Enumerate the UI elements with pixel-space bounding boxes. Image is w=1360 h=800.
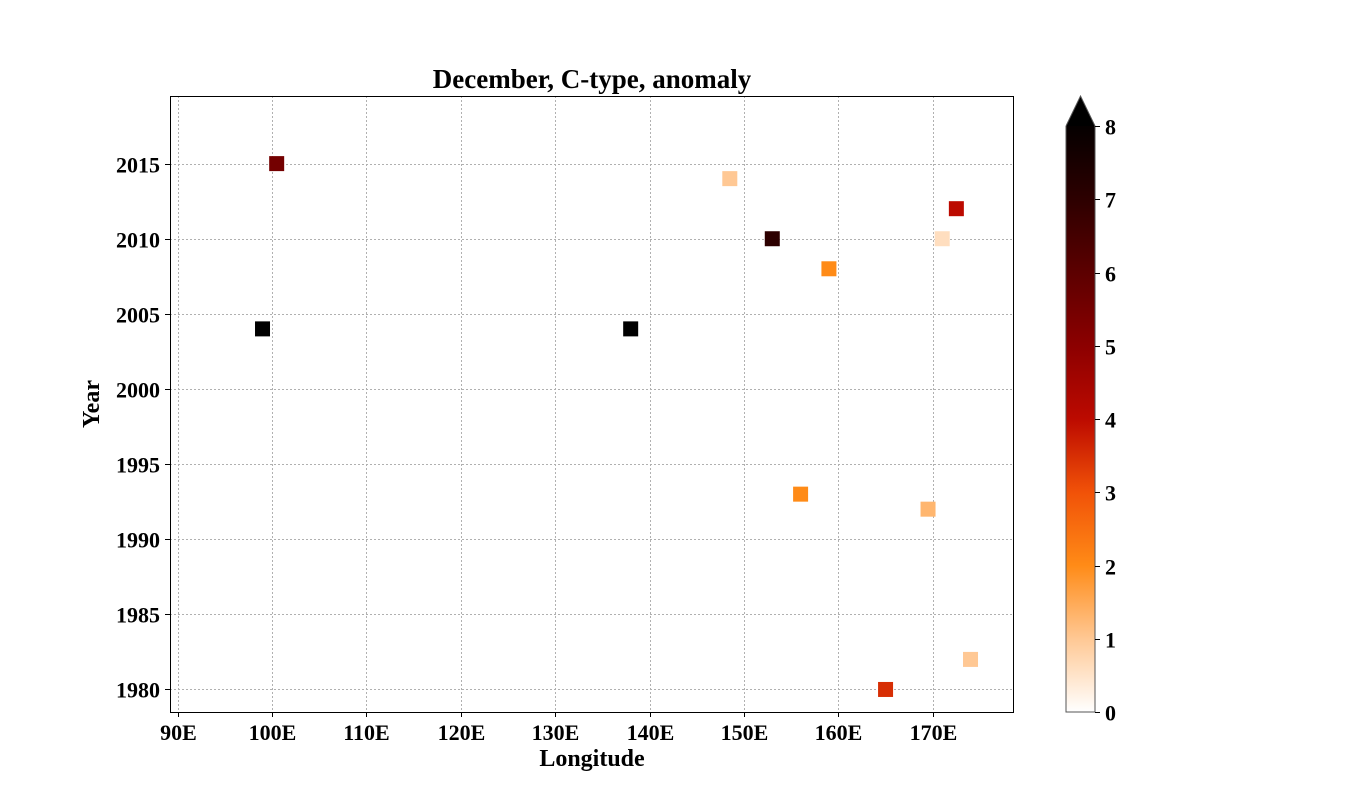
y-tick-label: 1985 xyxy=(116,603,160,628)
y-tick-label: 1995 xyxy=(116,453,160,478)
chart-title: December, C-type, anomaly xyxy=(433,64,752,94)
data-point xyxy=(948,201,964,217)
y-axis-label: Year xyxy=(79,380,105,428)
x-axis-label: Longitude xyxy=(539,746,645,772)
data-point xyxy=(764,231,780,247)
data-point xyxy=(878,681,894,697)
colorbar-extend-arrow xyxy=(1066,96,1095,126)
colorbar: 0 1 2 3 4 5 6 7 8 xyxy=(1065,94,1116,726)
x-tick-label: 160E xyxy=(815,720,863,745)
data-point xyxy=(821,261,837,277)
data-point xyxy=(722,171,738,187)
y-tick-label: 2005 xyxy=(116,303,160,328)
data-point xyxy=(920,501,936,517)
data-point xyxy=(793,486,809,502)
plot-frame xyxy=(170,96,1014,713)
colorbar-tick-label: 6 xyxy=(1105,262,1116,287)
x-axis: 90E 100E 110E 120E 130E 140E 150E 160E 170E xyxy=(160,712,957,745)
y-tick-label: 1990 xyxy=(116,528,160,553)
x-tick-label: 170E xyxy=(910,720,958,745)
colorbar-tick-label: 1 xyxy=(1105,628,1116,653)
colorbar-tick-label: 8 xyxy=(1105,115,1116,140)
x-tick-label: 90E xyxy=(160,720,197,745)
colorbar-tick-label: 3 xyxy=(1105,481,1116,506)
x-tick-label: 110E xyxy=(343,720,389,745)
colorbar-ticks: 0 1 2 3 4 5 6 7 8 xyxy=(1095,115,1116,726)
data-point xyxy=(255,321,271,337)
x-tick-label: 150E xyxy=(721,720,769,745)
colorbar-gradient xyxy=(1066,126,1095,712)
colorbar-tick-label: 4 xyxy=(1105,408,1116,433)
colorbar-tick-label: 0 xyxy=(1105,701,1116,726)
data-point xyxy=(963,651,979,667)
x-tick-label: 120E xyxy=(438,720,486,745)
colorbar-tick-label: 2 xyxy=(1105,555,1116,580)
grid xyxy=(170,96,1013,712)
data-point xyxy=(623,321,639,337)
x-tick-label: 140E xyxy=(627,720,675,745)
y-tick-label: 2010 xyxy=(116,228,160,253)
data-points xyxy=(255,156,979,697)
y-tick-label: 1980 xyxy=(116,678,160,703)
data-point xyxy=(269,156,285,172)
y-tick-label: 2000 xyxy=(116,378,160,403)
x-tick-label: 130E xyxy=(532,720,580,745)
colorbar-tick-label: 7 xyxy=(1105,188,1116,213)
x-tick-label: 100E xyxy=(249,720,297,745)
y-tick-label: 2015 xyxy=(116,153,160,178)
colorbar-tick-label: 5 xyxy=(1105,335,1116,360)
data-point xyxy=(934,231,950,247)
y-axis: 1980 1985 1990 1995 2000 2005 2010 2015 xyxy=(116,153,170,703)
